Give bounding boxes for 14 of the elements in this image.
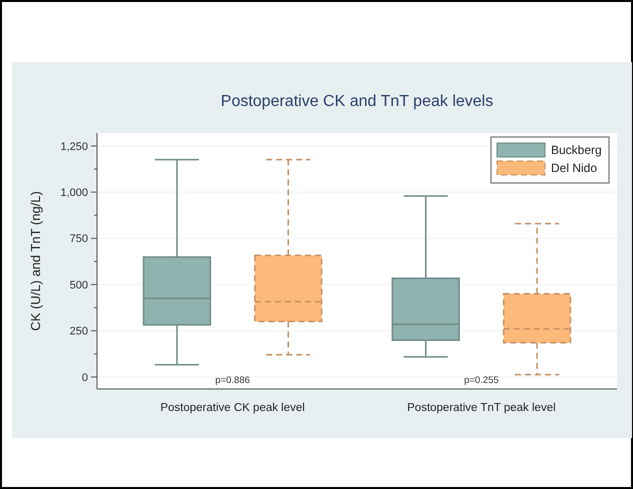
y-tick-label: 500 <box>70 279 88 292</box>
y-tick-label: 750 <box>70 233 88 246</box>
legend-label: Del Nido <box>551 161 598 176</box>
annotation: p=0.886 <box>215 375 250 386</box>
y-axis-title: CK (U/L) and TnT (ng/L) <box>28 191 43 331</box>
x-tick-label: Postoperative CK peak level <box>160 402 305 414</box>
y-tick-label: 0 <box>82 372 88 384</box>
y-tick-label: 1,000 <box>60 187 88 199</box>
y-tick-label: 250 <box>70 326 88 338</box>
x-tick-label: Postoperative TnT peak level <box>407 402 556 414</box>
chart-title: Postoperative CK and TnT peak levels <box>220 93 494 110</box>
legend-label: Buckberg <box>551 143 602 158</box>
y-tick-label: 1,250 <box>60 140 88 153</box>
annotation: p=0.255 <box>464 375 499 386</box>
